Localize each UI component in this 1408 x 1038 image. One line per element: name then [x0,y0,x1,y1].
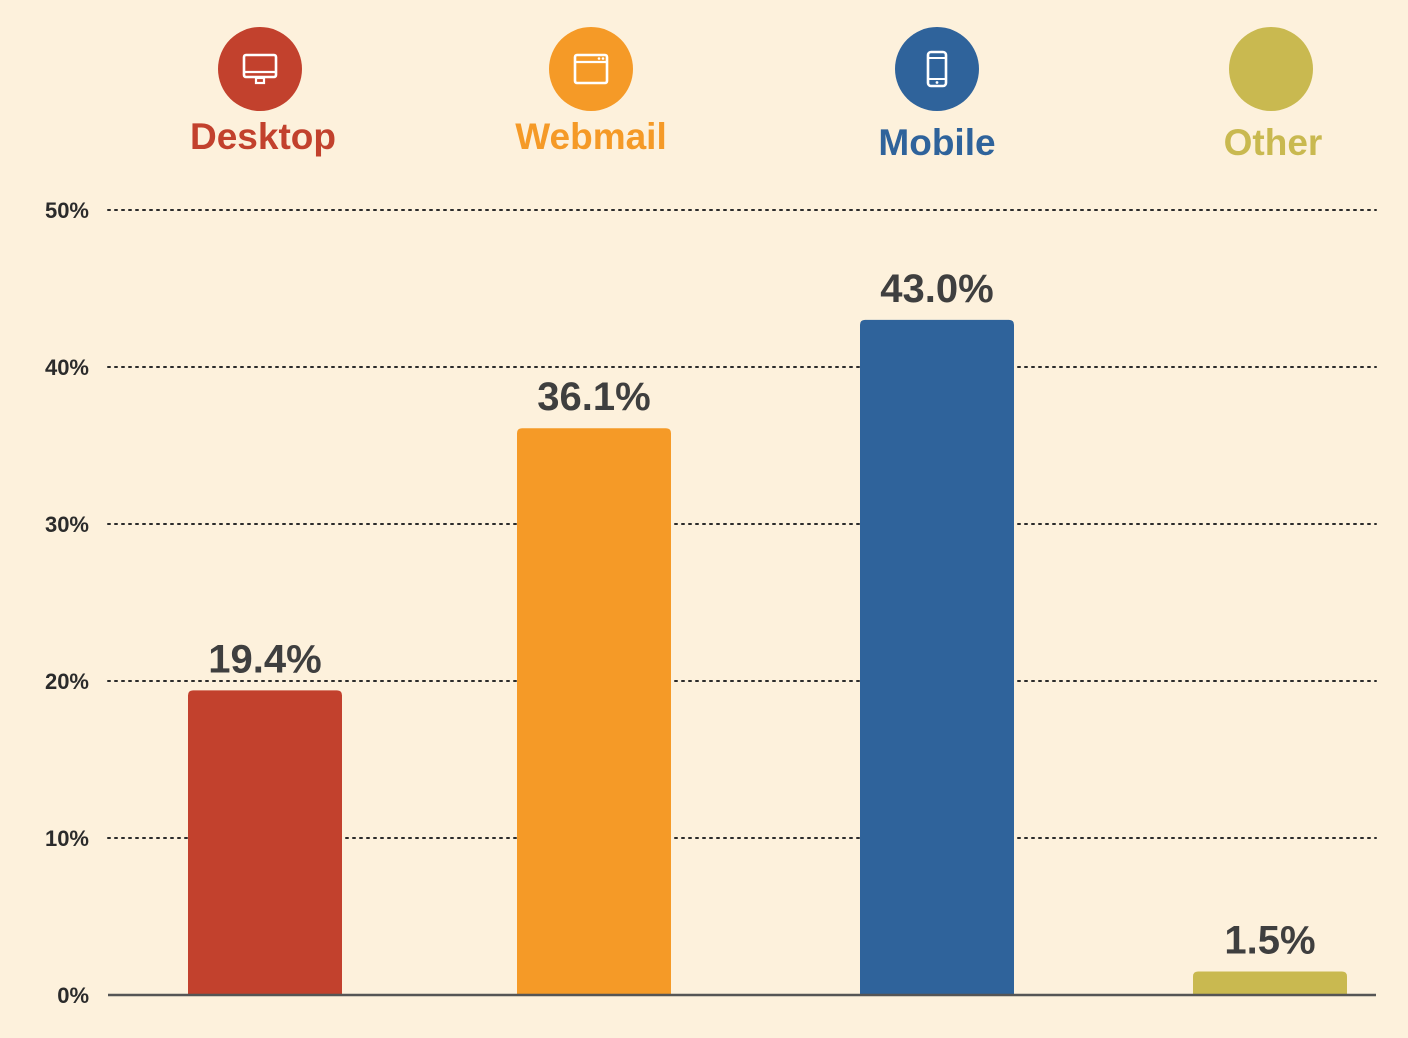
bar-desktop [188,690,342,995]
y-tick-label: 40% [45,355,89,380]
y-tick-label: 10% [45,826,89,851]
bar-webmail [517,428,671,996]
smartphone-icon [895,27,979,111]
category-label-desktop: Desktop [190,116,336,157]
data-label-mobile: 43.0% [880,267,993,311]
y-tick-label: 0% [57,983,89,1008]
category-label-webmail: Webmail [515,116,667,157]
bar-other [1193,971,1347,995]
data-label-other: 1.5% [1224,918,1315,962]
data-label-webmail: 36.1% [537,375,650,419]
bar-mobile [860,319,1014,995]
category-label-mobile: Mobile [878,122,996,163]
y-tick-label: 30% [45,512,89,537]
other-circle-icon [1229,27,1313,111]
browser-window-icon [549,27,633,111]
desktop-monitor-icon [218,27,302,111]
y-tick-label: 50% [45,198,89,223]
category-label-other: Other [1223,122,1323,163]
y-tick-label: 20% [45,669,89,694]
data-label-desktop: 19.4% [208,637,321,681]
